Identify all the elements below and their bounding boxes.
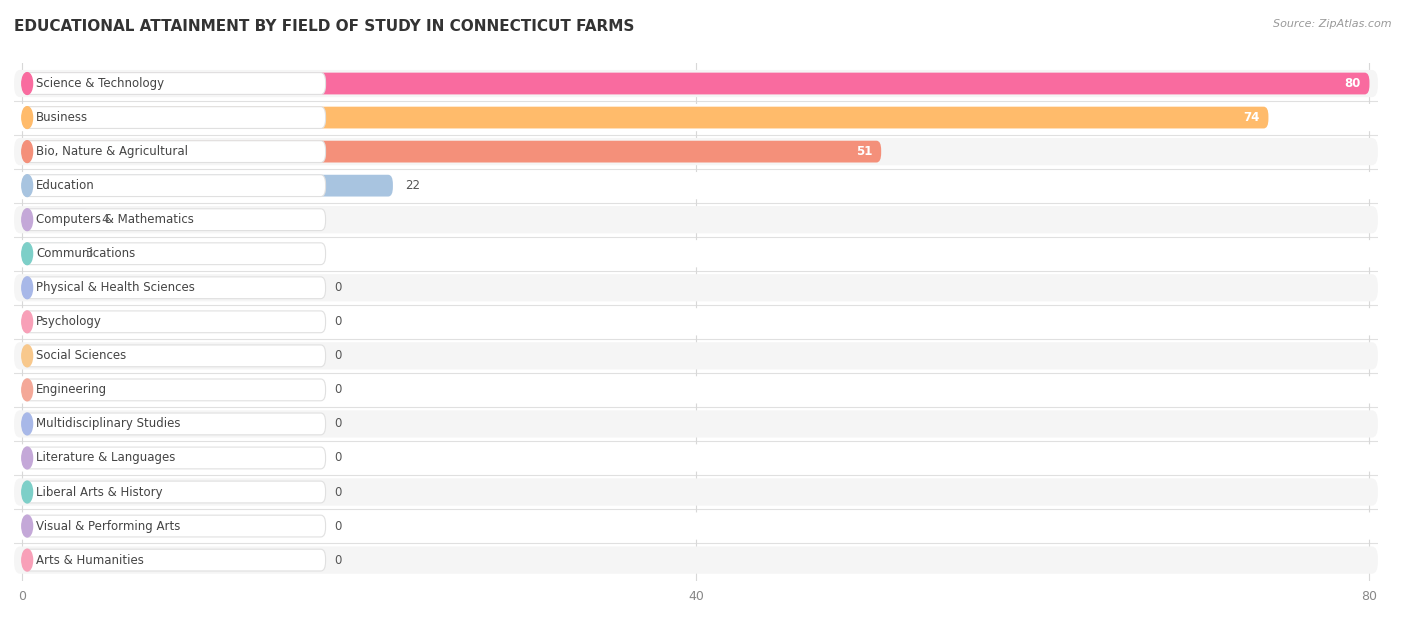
Text: 3: 3 (84, 247, 93, 260)
Text: 0: 0 (335, 281, 342, 294)
Text: Liberal Arts & History: Liberal Arts & History (37, 485, 163, 498)
Text: Literature & Languages: Literature & Languages (37, 451, 176, 464)
Circle shape (22, 515, 32, 537)
FancyBboxPatch shape (14, 240, 1378, 268)
FancyBboxPatch shape (22, 209, 326, 230)
FancyBboxPatch shape (14, 138, 1378, 165)
FancyBboxPatch shape (22, 277, 326, 298)
Text: Arts & Humanities: Arts & Humanities (37, 553, 143, 567)
Text: 80: 80 (1344, 77, 1361, 90)
Text: Computers & Mathematics: Computers & Mathematics (37, 213, 194, 226)
Text: Social Sciences: Social Sciences (37, 350, 127, 362)
Circle shape (22, 243, 32, 264)
FancyBboxPatch shape (22, 141, 882, 163)
FancyBboxPatch shape (22, 515, 326, 537)
Circle shape (22, 549, 32, 571)
FancyBboxPatch shape (14, 546, 1378, 574)
FancyBboxPatch shape (14, 376, 1378, 403)
FancyBboxPatch shape (22, 243, 326, 264)
FancyBboxPatch shape (22, 447, 326, 469)
Text: 0: 0 (335, 350, 342, 362)
FancyBboxPatch shape (14, 512, 1378, 540)
FancyBboxPatch shape (22, 345, 326, 367)
Circle shape (22, 141, 32, 163)
Text: Business: Business (37, 111, 89, 124)
FancyBboxPatch shape (22, 73, 326, 95)
Text: 51: 51 (856, 145, 873, 158)
Text: 22: 22 (405, 179, 419, 192)
FancyBboxPatch shape (22, 107, 326, 129)
FancyBboxPatch shape (14, 274, 1378, 302)
FancyBboxPatch shape (22, 107, 1268, 129)
Text: 0: 0 (335, 316, 342, 328)
Text: Education: Education (37, 179, 94, 192)
Circle shape (22, 447, 32, 469)
Text: 0: 0 (335, 519, 342, 533)
FancyBboxPatch shape (14, 342, 1378, 370)
FancyBboxPatch shape (14, 172, 1378, 199)
Text: Physical & Health Sciences: Physical & Health Sciences (37, 281, 195, 294)
FancyBboxPatch shape (22, 209, 90, 230)
FancyBboxPatch shape (22, 175, 326, 196)
FancyBboxPatch shape (14, 478, 1378, 505)
FancyBboxPatch shape (22, 243, 73, 264)
Circle shape (22, 413, 32, 435)
Circle shape (22, 481, 32, 503)
FancyBboxPatch shape (14, 308, 1378, 336)
Text: 0: 0 (335, 384, 342, 396)
FancyBboxPatch shape (22, 175, 392, 196)
FancyBboxPatch shape (14, 444, 1378, 471)
Circle shape (22, 277, 32, 298)
FancyBboxPatch shape (22, 73, 1369, 95)
Circle shape (22, 345, 32, 367)
Text: 0: 0 (335, 485, 342, 498)
FancyBboxPatch shape (22, 481, 326, 503)
FancyBboxPatch shape (22, 413, 326, 435)
Text: 0: 0 (335, 553, 342, 567)
FancyBboxPatch shape (22, 549, 326, 571)
Circle shape (22, 175, 32, 196)
Circle shape (22, 107, 32, 129)
Text: Source: ZipAtlas.com: Source: ZipAtlas.com (1274, 19, 1392, 29)
FancyBboxPatch shape (22, 311, 326, 333)
Text: Bio, Nature & Agricultural: Bio, Nature & Agricultural (37, 145, 188, 158)
Text: EDUCATIONAL ATTAINMENT BY FIELD OF STUDY IN CONNECTICUT FARMS: EDUCATIONAL ATTAINMENT BY FIELD OF STUDY… (14, 19, 634, 34)
Text: 0: 0 (335, 418, 342, 430)
FancyBboxPatch shape (22, 379, 326, 401)
Text: 4: 4 (101, 213, 110, 226)
Text: Multidisciplinary Studies: Multidisciplinary Studies (37, 418, 180, 430)
Text: Visual & Performing Arts: Visual & Performing Arts (37, 519, 180, 533)
FancyBboxPatch shape (14, 104, 1378, 131)
Circle shape (22, 73, 32, 95)
Circle shape (22, 209, 32, 230)
Text: Psychology: Psychology (37, 316, 101, 328)
Text: Engineering: Engineering (37, 384, 107, 396)
Circle shape (22, 379, 32, 401)
FancyBboxPatch shape (14, 410, 1378, 437)
Text: 74: 74 (1244, 111, 1260, 124)
Text: 0: 0 (335, 451, 342, 464)
Circle shape (22, 311, 32, 333)
FancyBboxPatch shape (22, 141, 326, 163)
FancyBboxPatch shape (14, 70, 1378, 97)
Text: Communications: Communications (37, 247, 135, 260)
Text: Science & Technology: Science & Technology (37, 77, 165, 90)
FancyBboxPatch shape (14, 206, 1378, 233)
